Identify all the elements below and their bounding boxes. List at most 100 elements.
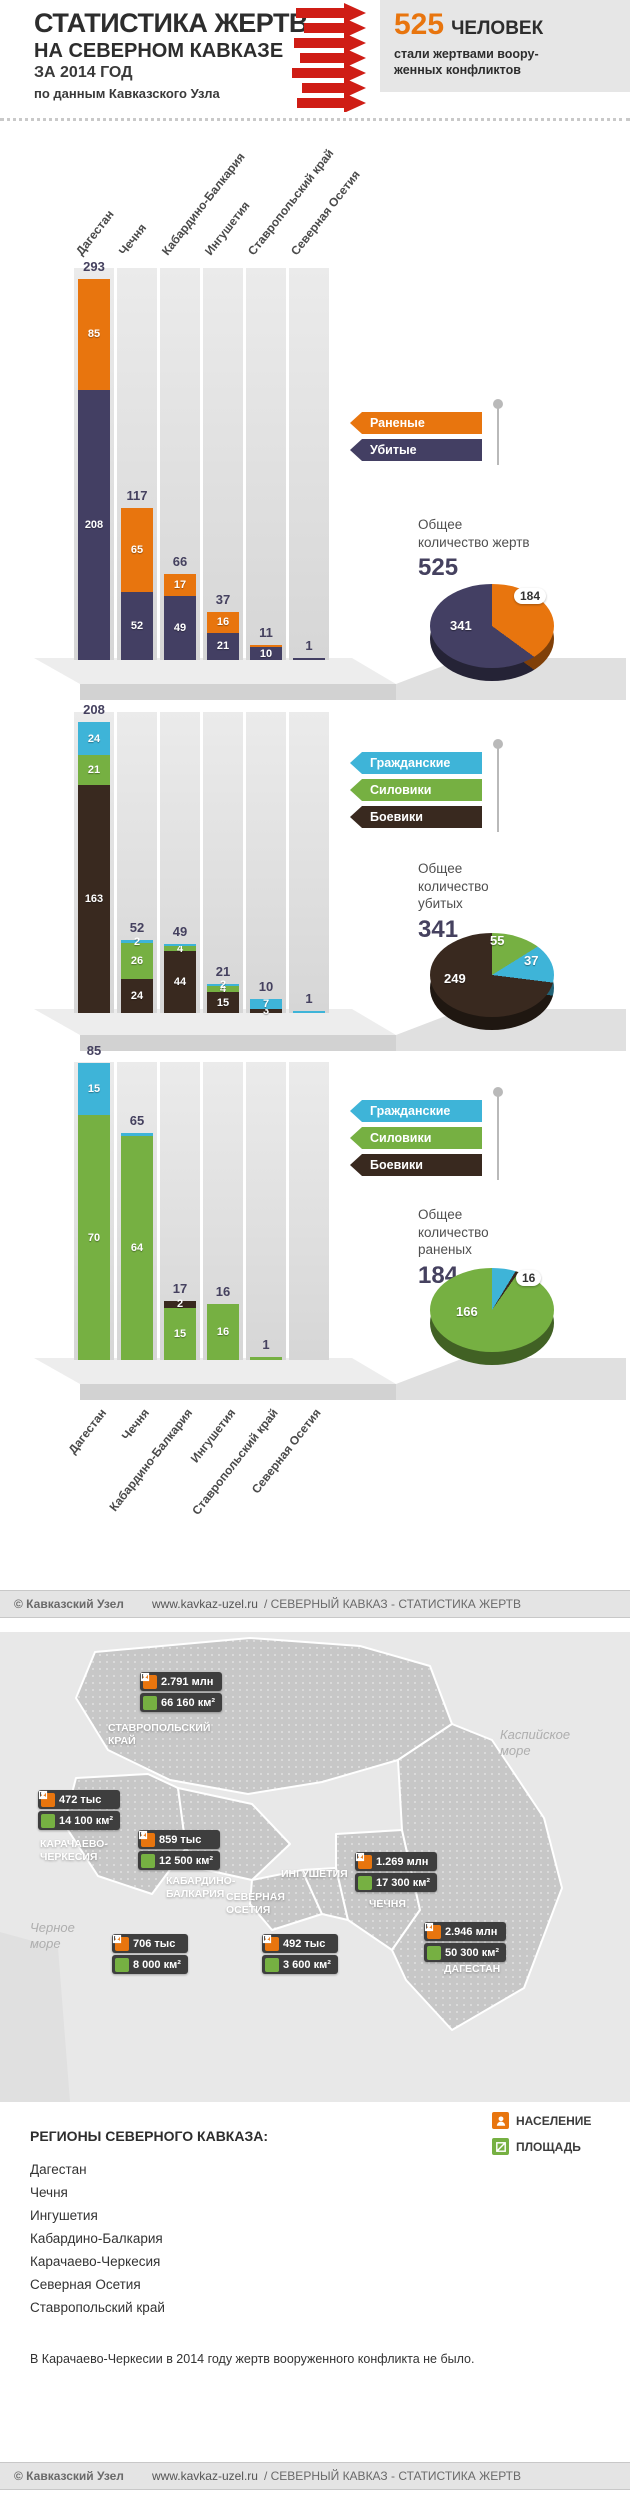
region-stats-badge: 472 тыс 14 100 км² (38, 1790, 121, 1830)
bar-segment-value: 163 (84, 892, 104, 905)
map-graphic (0, 1632, 630, 2102)
bar-track (246, 268, 286, 660)
bar-segment-value: 2 (133, 935, 141, 948)
pie-slice-value: 166 (456, 1304, 478, 1319)
area-value: 14 100 км² (59, 1814, 114, 1827)
bar-total-value: 66 (172, 554, 188, 570)
region-name-label: Ставропольский край (108, 1722, 211, 1748)
population-value: 472 тыс (59, 1793, 102, 1806)
area-icon (355, 1852, 372, 1890)
bar-segment (207, 632, 239, 660)
pie-slice-value: 341 (450, 618, 472, 633)
red-arrows-icon (292, 3, 366, 112)
bar-total-value: 21 (215, 963, 231, 979)
area-value: 3 600 км² (283, 1958, 331, 1971)
site-link[interactable]: www.kavkaz-uzel.ru (151, 1597, 258, 1611)
bar-segment-value: 208 (84, 518, 104, 531)
population-value: 1.269 млн (376, 1855, 429, 1868)
population-legend-item: НАСЕЛЕНИЕ (492, 2112, 591, 2129)
bar-segment (121, 943, 153, 980)
bar-total-value: 10 (258, 979, 274, 994)
summary-caption: Общее количество раненых (418, 1207, 489, 1258)
bar-segment (250, 645, 282, 647)
bar-total-value: 85 (86, 1042, 102, 1058)
region-stats-badge: 706 тыс 8 000 км² (112, 1934, 188, 1974)
bar-segment-value: 64 (130, 1242, 144, 1254)
column-label: Дагестан (65, 1406, 110, 1457)
region-list-item: Чечня (30, 2185, 68, 2200)
area-row: 50 300 км² (424, 1922, 507, 1962)
summary-caption: Общее количество убитых (418, 861, 489, 912)
regions-list: Дагестан Чечня Ингушетия Кабардино-Балкария… (30, 2158, 165, 2319)
summary-total-wounded: Общее количество раненых 184 (418, 1206, 530, 1290)
copyright: © Кавказский Узел (14, 1597, 124, 1611)
region-stats-badge: 859 тыс 12 500 км² (138, 1830, 221, 1870)
area-row: 17 300 км² (355, 1852, 438, 1892)
bar-segment-value: 3 (262, 1004, 270, 1017)
legend-item: Боевики (350, 1154, 482, 1176)
bar-total-value: 1 (262, 1336, 270, 1352)
population-value: 2.791 млн (161, 1675, 214, 1688)
legend-item: Раненые (350, 412, 482, 434)
regions-list-title: РЕГИОНЫ СЕВЕРНОГО КАВКАЗА: (30, 2128, 268, 2144)
column-label: Ставропольский край (244, 146, 337, 258)
region-name-label: Чечня (369, 1898, 406, 1910)
bar-segment (121, 940, 153, 943)
bar-segment (207, 983, 239, 987)
region-name-label: Кабардино-Балкария (166, 1875, 236, 1901)
pie-slice-value: 37 (524, 953, 539, 968)
legend-item: Боевики (350, 806, 482, 828)
footer-section: / СЕВЕРНЫЙ КАВКАЗ - СТАТИСТИКА ЖЕРТВ (263, 1597, 521, 1611)
page-source: по данным Кавказского Узла (34, 86, 220, 101)
victims-total-unit: ЧЕЛОВЕК (451, 18, 544, 39)
bar-segment (207, 986, 239, 992)
total-victims-callout: 525 ЧЕЛОВЕК стали жертвами воору- женных … (380, 0, 630, 92)
bar-segment (207, 1304, 239, 1360)
population-legend-label: НАСЕЛЕНИЕ (516, 2113, 592, 2128)
bar-total-value: 49 (172, 923, 188, 939)
area-value: 8 000 км² (133, 1958, 181, 1971)
bar-segment-value: 21 (87, 764, 101, 777)
population-row: 706 тыс (112, 1934, 188, 1953)
caption-line-2: женных конфликтов (394, 63, 521, 78)
page-title: СТАТИСТИКА ЖЕРТВ (34, 8, 308, 38)
bar-segment (121, 1136, 153, 1360)
map-section: Каспийское море Черное море 2.791 млн 66 … (0, 1632, 630, 2102)
bar-track (246, 712, 286, 1013)
bar-segment-value: 70 (87, 1231, 101, 1244)
bar-segment-value: 26 (130, 955, 144, 968)
summary-caption: Общее количество жертв (418, 517, 530, 550)
victims-total-caption: стали жертвами воору- женных конфликтов (394, 46, 616, 79)
legend-pin (493, 1087, 503, 1180)
region-list-item: Карачаево-Черкесия (30, 2254, 161, 2269)
summary-value: 341 (418, 915, 459, 943)
pie-slice-value: 184 (514, 588, 547, 604)
bar-total-value: 65 (129, 1112, 145, 1128)
bar-total-value: 1 (305, 638, 313, 653)
bar-segment-value: 2 (176, 1298, 184, 1310)
region-stats-badge: 2.946 млн 50 300 км² (424, 1922, 507, 1962)
bar-track (289, 712, 329, 1013)
bar-segment (250, 647, 282, 660)
footer-bar: © Кавказский Узел www.kavkaz-uzel.ru / С… (0, 1590, 630, 1618)
population-icon (425, 1923, 441, 1939)
bar-segment-value: 15 (173, 1327, 187, 1340)
population-row: 1.269 млн (355, 1852, 438, 1871)
footer-section: / СЕВЕРНЫЙ КАВКАЗ - СТАТИСТИКА ЖЕРТВ (263, 2469, 521, 2483)
summary-total-killed: Общее количество убитых 341 (418, 860, 530, 944)
region-name-label: Ингушетия (281, 1868, 348, 1880)
legend-item: Гражданские (350, 752, 482, 774)
bar-segment (164, 943, 196, 946)
area-row: 14 100 км² (38, 1790, 121, 1830)
bar-segment-value: 44 (173, 976, 187, 989)
black-sea-label: Черное море (30, 1920, 75, 1952)
bar-segment-value: 7 (262, 997, 270, 1010)
column-label: Кабардино-Балкария (158, 149, 248, 258)
region-list-item: Ставропольский край (30, 2300, 165, 2315)
bar-segment (121, 1132, 153, 1136)
site-link[interactable]: www.kavkaz-uzel.ru (151, 2469, 258, 2483)
bar-segment (250, 999, 282, 1009)
bar-segment (164, 1307, 196, 1360)
bar-segment-value: 17 (173, 579, 187, 592)
bar-segment (78, 1062, 110, 1115)
